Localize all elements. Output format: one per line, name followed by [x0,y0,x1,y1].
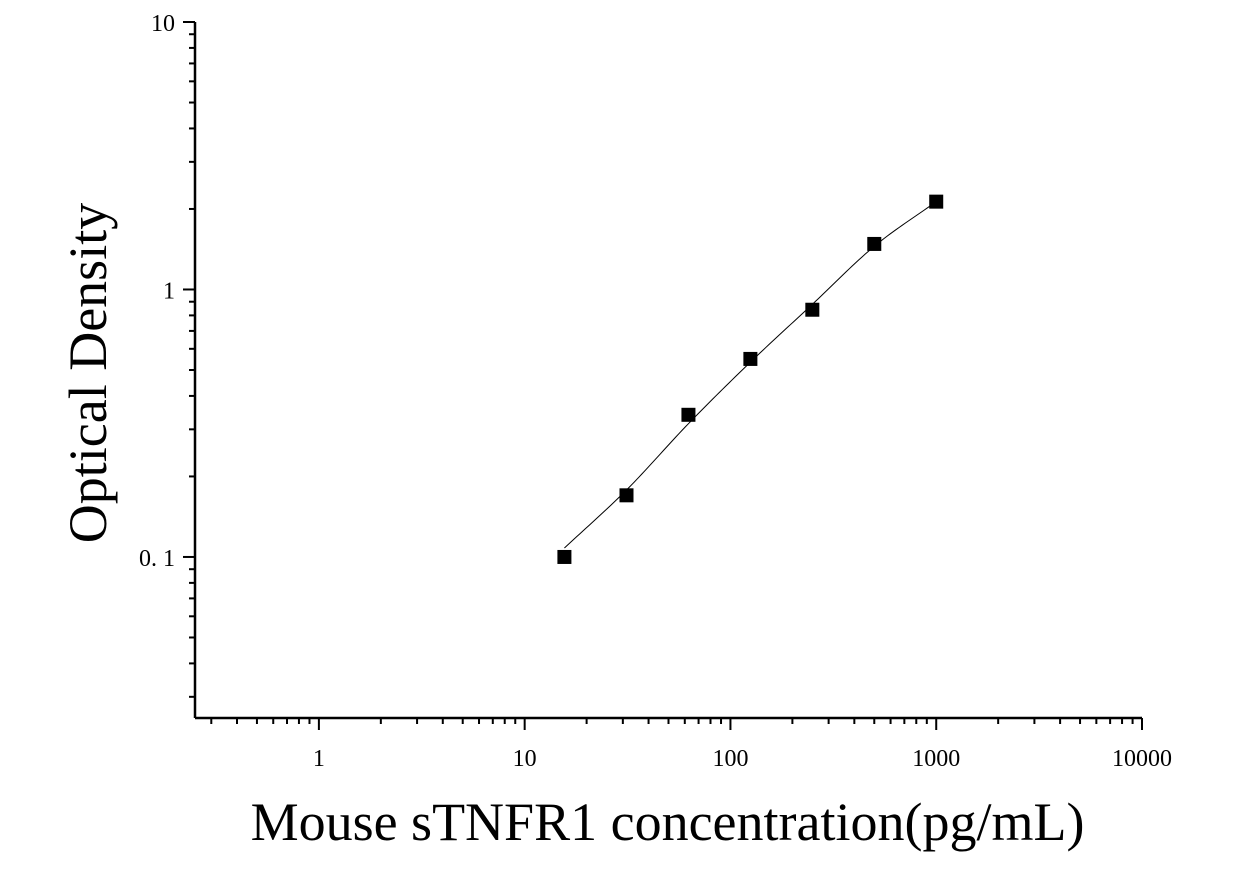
x-tick-label: 10 [513,746,537,772]
data-point [743,351,758,366]
data-point [929,194,944,209]
y-tick-label: 0. 1 [139,546,175,572]
data-points [557,194,944,564]
x-tick-label: 10000 [1112,746,1172,772]
y-tick-label: 1 [163,278,175,304]
y-ticks: 0. 1 1 10 [139,11,195,698]
data-point [867,236,882,251]
data-point [557,549,572,564]
x-tick-label: 1000 [912,746,960,772]
x-tick-label: 1 [313,746,325,772]
y-axis-title: Optical Density [58,203,118,543]
x-tick-label: 100 [712,746,748,772]
axes [193,22,1142,720]
data-point [681,407,696,422]
x-ticks: 1 10 100 1000 10000 [210,718,1172,772]
y-tick-label: 10 [151,11,175,37]
data-point [805,302,820,317]
x-axis-title: Mouse sTNFR1 concentration(pg/mL) [251,792,1085,852]
data-point [619,488,634,503]
